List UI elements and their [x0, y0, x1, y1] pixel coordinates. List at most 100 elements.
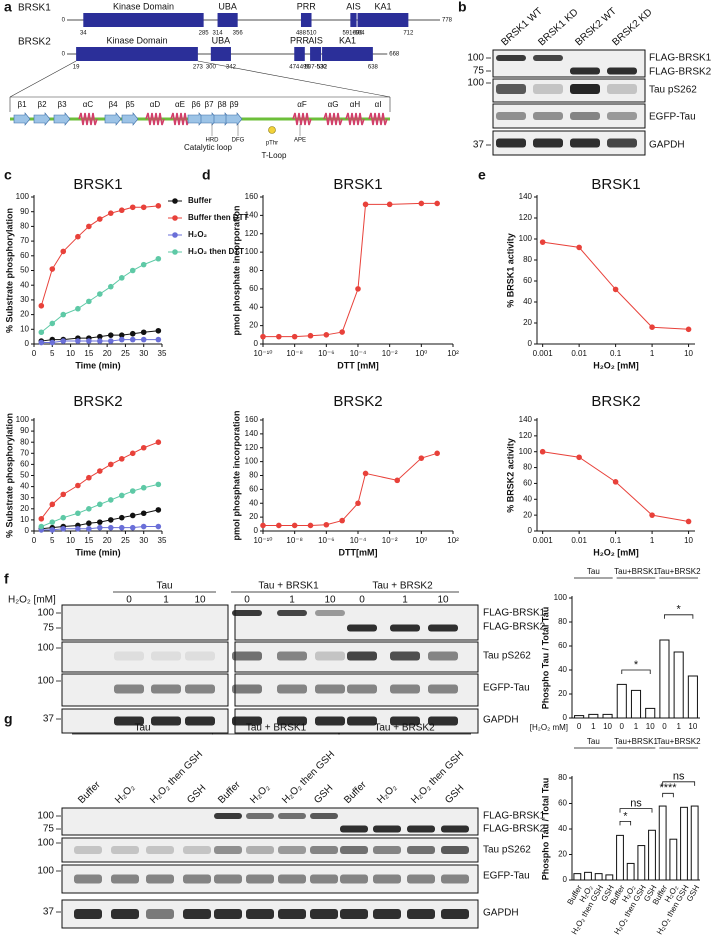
- legend-marker: [172, 198, 178, 204]
- marker-size: 75: [473, 66, 485, 77]
- data-point: [649, 324, 655, 331]
- protein-label: GAPDH: [649, 140, 685, 151]
- lane-label: 1: [289, 595, 295, 606]
- strand: [225, 112, 243, 126]
- data-point: [108, 517, 114, 523]
- x-tick-label: 10: [603, 722, 612, 731]
- bar: [680, 806, 688, 881]
- y-axis-label: pmol phosphate incorporation: [231, 206, 241, 336]
- data-point: [155, 507, 162, 513]
- residue-number: 19: [73, 65, 80, 71]
- x-tick-label: 0.01: [571, 349, 587, 358]
- y-tick-label: 80: [249, 266, 258, 275]
- band: [428, 624, 458, 632]
- band: [533, 84, 563, 94]
- band: [607, 84, 637, 94]
- y-tick-label: 40: [558, 824, 567, 833]
- legend-label: H₂O₂: [188, 230, 208, 239]
- lane-label: 0: [359, 595, 365, 606]
- x-axis-label: Time (min): [75, 360, 120, 370]
- bar: [659, 639, 670, 719]
- data-point: [129, 330, 136, 337]
- band: [74, 874, 102, 884]
- band: [185, 651, 215, 661]
- helix: [292, 112, 312, 126]
- x-tick-label: 10⁰: [415, 536, 427, 545]
- data-point: [129, 488, 136, 494]
- data-point: [129, 204, 136, 211]
- significance-bracket: [619, 820, 632, 826]
- data-point: [140, 444, 147, 451]
- bar: [616, 683, 627, 719]
- band: [347, 716, 377, 726]
- y-tick-label: 20: [20, 310, 29, 319]
- legend-marker: [172, 215, 178, 221]
- structure-label: αG: [328, 100, 339, 109]
- y-tick-label: 40: [249, 302, 258, 311]
- y-tick-label: 140: [519, 415, 533, 424]
- data-point: [539, 239, 546, 245]
- panel-letter: c: [4, 167, 12, 183]
- x-tick-label: 0: [577, 722, 582, 731]
- band: [310, 874, 338, 884]
- residue-range: 591-604: [342, 31, 365, 37]
- data-point: [276, 522, 282, 529]
- y-tick-label: 40: [20, 482, 29, 491]
- data-point: [140, 336, 147, 343]
- x-axis-label: DTT [mM]: [337, 360, 379, 370]
- bar: [648, 829, 656, 881]
- band: [74, 909, 102, 919]
- marker-size: 75: [43, 623, 55, 634]
- band: [277, 610, 307, 616]
- bar: [673, 651, 684, 719]
- group-label: Tau: [134, 723, 150, 734]
- helix: [345, 112, 365, 126]
- group-label: Tau: [156, 581, 172, 592]
- band: [570, 84, 600, 94]
- y-tick-label: 80: [249, 471, 258, 480]
- band: [214, 846, 242, 854]
- x-tick-label: 20: [103, 536, 112, 545]
- band: [246, 846, 274, 854]
- data-point: [108, 497, 114, 503]
- band: [347, 624, 377, 632]
- chart-title: BRSK1: [591, 176, 640, 193]
- domain-box: [310, 47, 322, 61]
- domain-name: PRR: [290, 35, 310, 45]
- y-tick-label: 90: [20, 426, 29, 435]
- domain-name: Kinase Domain: [106, 35, 167, 45]
- protein-label: EGFP-Tau: [483, 871, 530, 882]
- x-tick-label: 10: [66, 536, 75, 545]
- data-point: [362, 470, 369, 477]
- band: [441, 846, 469, 854]
- x-tick-label: 1: [650, 349, 655, 358]
- data-point: [108, 283, 114, 290]
- x-tick-label: 15: [84, 536, 93, 545]
- zoom-line: [197, 60, 391, 98]
- marker-size: 100: [37, 838, 54, 849]
- y-tick-label: 20: [558, 850, 567, 859]
- x-tick-label: 10⁻¹⁰: [254, 536, 273, 545]
- data-point: [118, 275, 125, 281]
- y-tick-label: 70: [20, 448, 29, 457]
- blot-strip: [492, 78, 646, 103]
- data-point: [129, 524, 136, 531]
- band: [441, 874, 469, 884]
- structure-label: β1: [17, 100, 27, 109]
- bar: [574, 715, 585, 719]
- y-tick-label: 60: [558, 799, 567, 808]
- data-point: [97, 524, 103, 531]
- data-point: [97, 519, 103, 525]
- data-point: [86, 520, 92, 527]
- band: [373, 874, 401, 884]
- band: [232, 684, 262, 694]
- structure-label: β4: [108, 100, 118, 109]
- residue-number: 356: [233, 31, 244, 37]
- structure-label: αH: [350, 100, 361, 109]
- data-point: [339, 517, 345, 524]
- blot-strip: [492, 103, 646, 129]
- band: [183, 909, 211, 919]
- bar: [669, 838, 678, 881]
- marker-size: 37: [43, 907, 55, 918]
